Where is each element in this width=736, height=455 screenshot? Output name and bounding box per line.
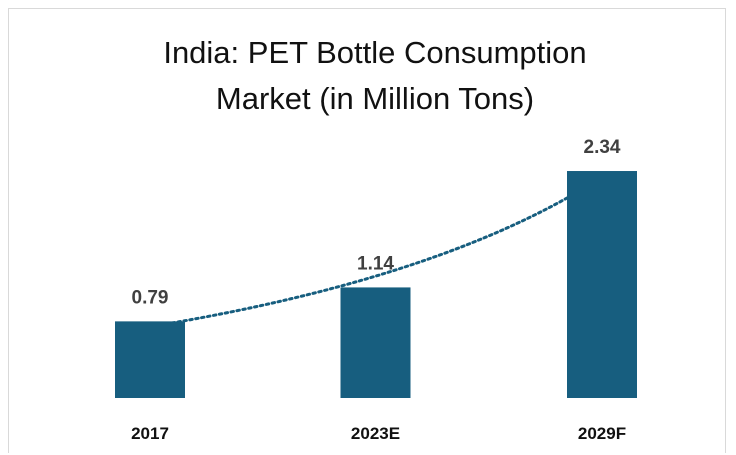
bar (340, 287, 411, 398)
trendline (170, 196, 569, 325)
data-label: 2.34 (584, 137, 621, 158)
data-label: 0.79 (132, 287, 169, 308)
chart-frame (8, 8, 726, 453)
bar (115, 321, 185, 398)
x-tick-label: 2023E (351, 424, 400, 443)
bar (567, 171, 637, 398)
chart-title: India: PET Bottle Consumption Market (in… (163, 35, 587, 116)
data-label: 1.14 (357, 253, 394, 274)
x-tick-label: 2029F (578, 424, 626, 443)
x-tick-label: 2017 (131, 424, 169, 443)
